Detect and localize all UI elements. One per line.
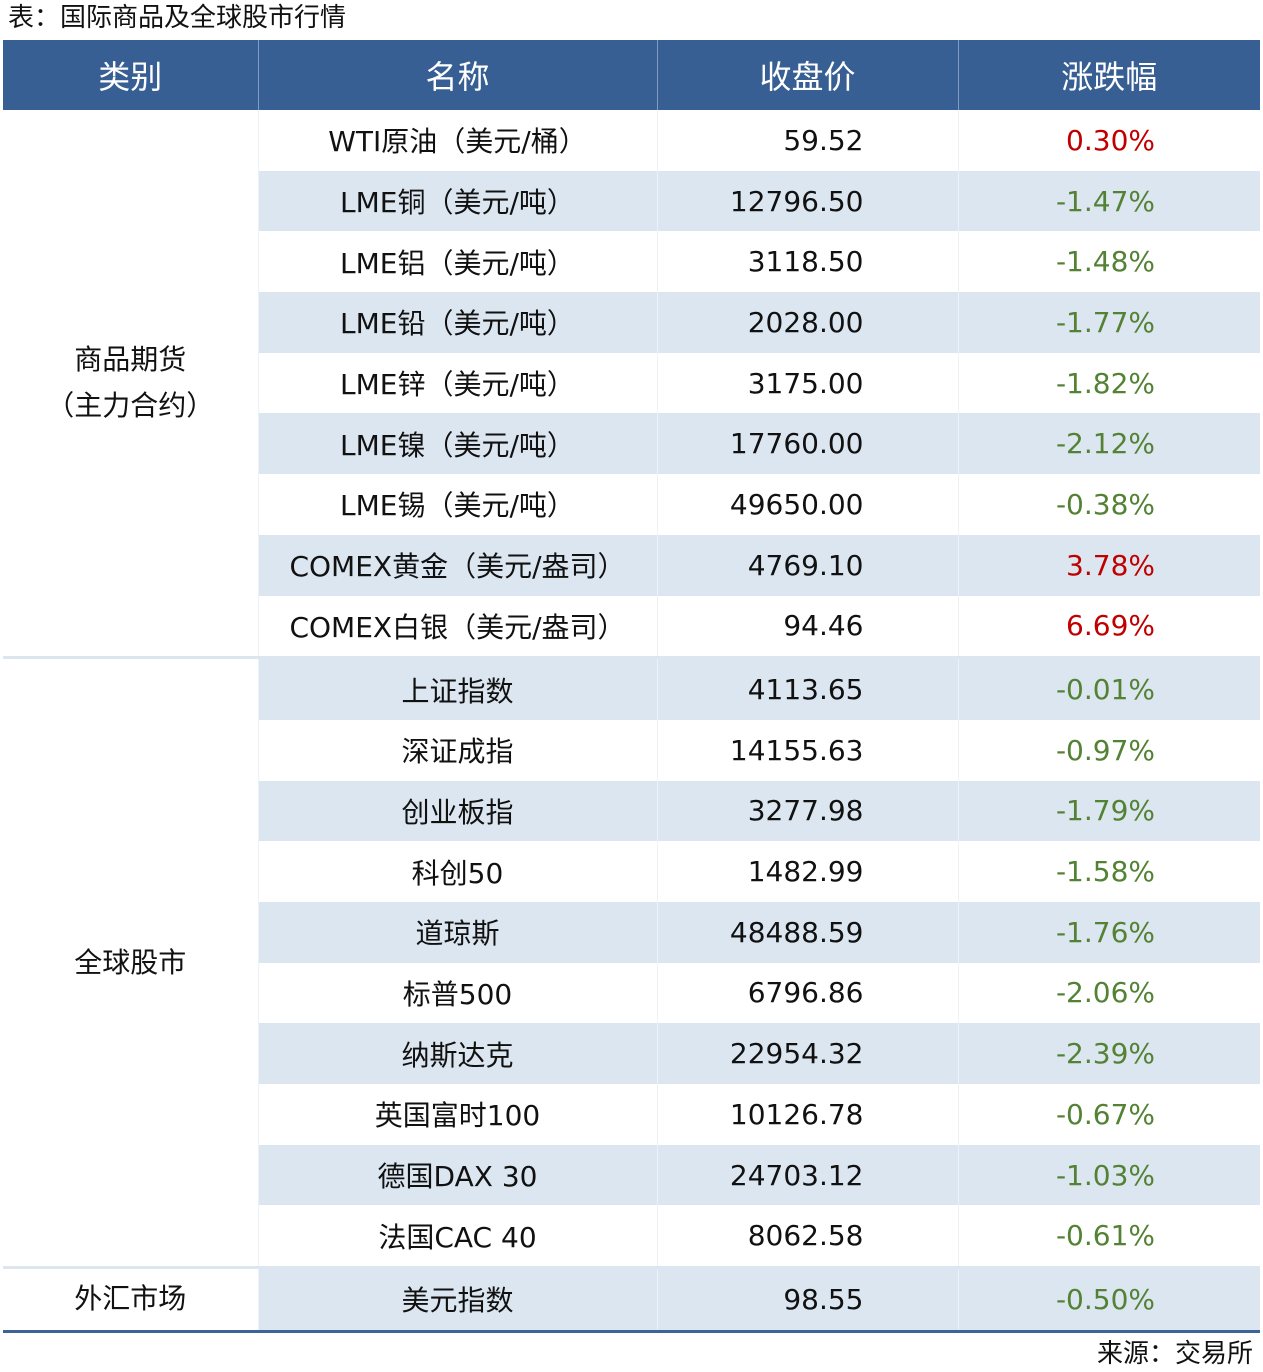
category-cell: 全球股市 [3,656,258,1268]
market-table: 类别 名称 收盘价 涨跌幅 商品期货 （主力合约） WTI原油（美元/桶） 59.52… [3,40,1260,1333]
name-cell: 深证成指 [257,719,657,781]
price-cell: 14155.63 [656,719,958,781]
price-cell: 8062.58 [656,1205,958,1268]
table-row: 外汇市场 美元指数 98.55 -0.50% [3,1266,1260,1333]
price-cell: 22954.32 [656,1023,958,1084]
price-cell: 1482.99 [656,841,958,902]
name-cell: 法国CAC 40 [257,1205,657,1268]
price-cell: 3175.00 [656,352,958,414]
price-cell: 24703.12 [656,1144,958,1206]
change-cell: -1.58% [957,841,1260,902]
header-name: 名称 [257,40,657,110]
table-row: LME锡（美元/吨） 49650.00 -0.38% [3,474,1260,535]
table-row: 法国CAC 40 8062.58 -0.61% [3,1205,1260,1268]
name-cell: 道琼斯 [257,901,657,963]
name-cell: WTI原油（美元/桶） [257,110,657,171]
name-cell: LME锡（美元/吨） [257,474,657,535]
change-cell: -2.06% [957,962,1260,1024]
price-cell: 10126.78 [656,1084,958,1145]
change-cell: -1.47% [957,170,1260,232]
table-row: LME镍（美元/吨） 17760.00 -2.12% [3,413,1260,475]
name-cell: 英国富时100 [257,1084,657,1145]
category-cell: 商品期货 （主力合约） [3,110,258,658]
table-title: 表：国际商品及全球股市行情 [8,3,347,33]
change-cell: -1.79% [957,780,1260,842]
table-row: 德国DAX 30 24703.12 -1.03% [3,1144,1260,1206]
header-row: 类别 名称 收盘价 涨跌幅 [3,40,1260,110]
category-cell: 外汇市场 [3,1266,258,1333]
name-cell: LME铝（美元/吨） [257,231,657,293]
name-cell: 上证指数 [257,656,657,720]
change-cell: 0.30% [957,110,1260,171]
change-cell: 3.78% [957,534,1260,596]
table-row: 商品期货 （主力合约） WTI原油（美元/桶） 59.52 0.30% [3,110,1260,658]
header-price: 收盘价 [656,40,958,110]
header-category: 类别 [3,40,258,110]
price-cell: 17760.00 [656,413,958,475]
change-cell: -0.97% [957,719,1260,781]
change-cell: -1.77% [957,292,1260,353]
table-row: LME铜（美元/吨） 12796.50 -1.47% [3,170,1260,232]
name-cell: 创业板指 [257,780,657,842]
source-note: 来源：交易所 [1096,1339,1253,1369]
table-row: 道琼斯 48488.59 -1.76% [3,901,1260,963]
table-row: 全球股市 上证指数 4113.65 -0.01% [3,656,1260,1268]
price-cell: 6796.86 [656,962,958,1024]
name-cell: LME铜（美元/吨） [257,170,657,232]
table-row: LME铅（美元/吨） 2028.00 -1.77% [3,292,1260,353]
name-cell: 美元指数 [257,1266,657,1333]
name-cell: LME镍（美元/吨） [257,413,657,475]
price-cell: 12796.50 [656,170,958,232]
name-cell: 科创50 [257,841,657,902]
change-cell: -0.01% [957,656,1260,720]
price-cell: 98.55 [656,1266,958,1333]
name-cell: 纳斯达克 [257,1023,657,1084]
price-cell: 4769.10 [656,534,958,596]
table-row: 科创50 1482.99 -1.58% [3,841,1260,902]
table-row: COMEX黄金（美元/盎司） 4769.10 3.78% [3,534,1260,596]
price-cell: 3118.50 [656,231,958,293]
table-row: LME锌（美元/吨） 3175.00 -1.82% [3,352,1260,414]
price-cell: 49650.00 [656,474,958,535]
price-cell: 94.46 [656,595,958,658]
name-cell: 德国DAX 30 [257,1144,657,1206]
name-cell: COMEX黄金（美元/盎司） [257,534,657,596]
price-cell: 4113.65 [656,656,958,720]
table-row: 纳斯达克 22954.32 -2.39% [3,1023,1260,1084]
change-cell: -1.48% [957,231,1260,293]
change-cell: -2.39% [957,1023,1260,1084]
table-row: COMEX白银（美元/盎司） 94.46 6.69% [3,595,1260,658]
header-change: 涨跌幅 [957,40,1260,110]
price-cell: 3277.98 [656,780,958,842]
name-cell: LME铅（美元/吨） [257,292,657,353]
name-cell: 标普500 [257,962,657,1024]
change-cell: -1.76% [957,901,1260,963]
table-row: 创业板指 3277.98 -1.79% [3,780,1260,842]
table-row: 英国富时100 10126.78 -0.67% [3,1084,1260,1145]
name-cell: LME锌（美元/吨） [257,352,657,414]
table-row: LME铝（美元/吨） 3118.50 -1.48% [3,231,1260,293]
change-cell: -0.61% [957,1205,1260,1268]
change-cell: 6.69% [957,595,1260,658]
table-row: 深证成指 14155.63 -0.97% [3,719,1260,781]
change-cell: -0.50% [957,1266,1260,1333]
change-cell: -2.12% [957,413,1260,475]
price-cell: 59.52 [656,110,958,171]
price-cell: 48488.59 [656,901,958,963]
name-cell: COMEX白银（美元/盎司） [257,595,657,658]
change-cell: -0.38% [957,474,1260,535]
change-cell: -1.82% [957,352,1260,414]
change-cell: -1.03% [957,1144,1260,1206]
price-cell: 2028.00 [656,292,958,353]
table-row: 标普500 6796.86 -2.06% [3,962,1260,1024]
change-cell: -0.67% [957,1084,1260,1145]
